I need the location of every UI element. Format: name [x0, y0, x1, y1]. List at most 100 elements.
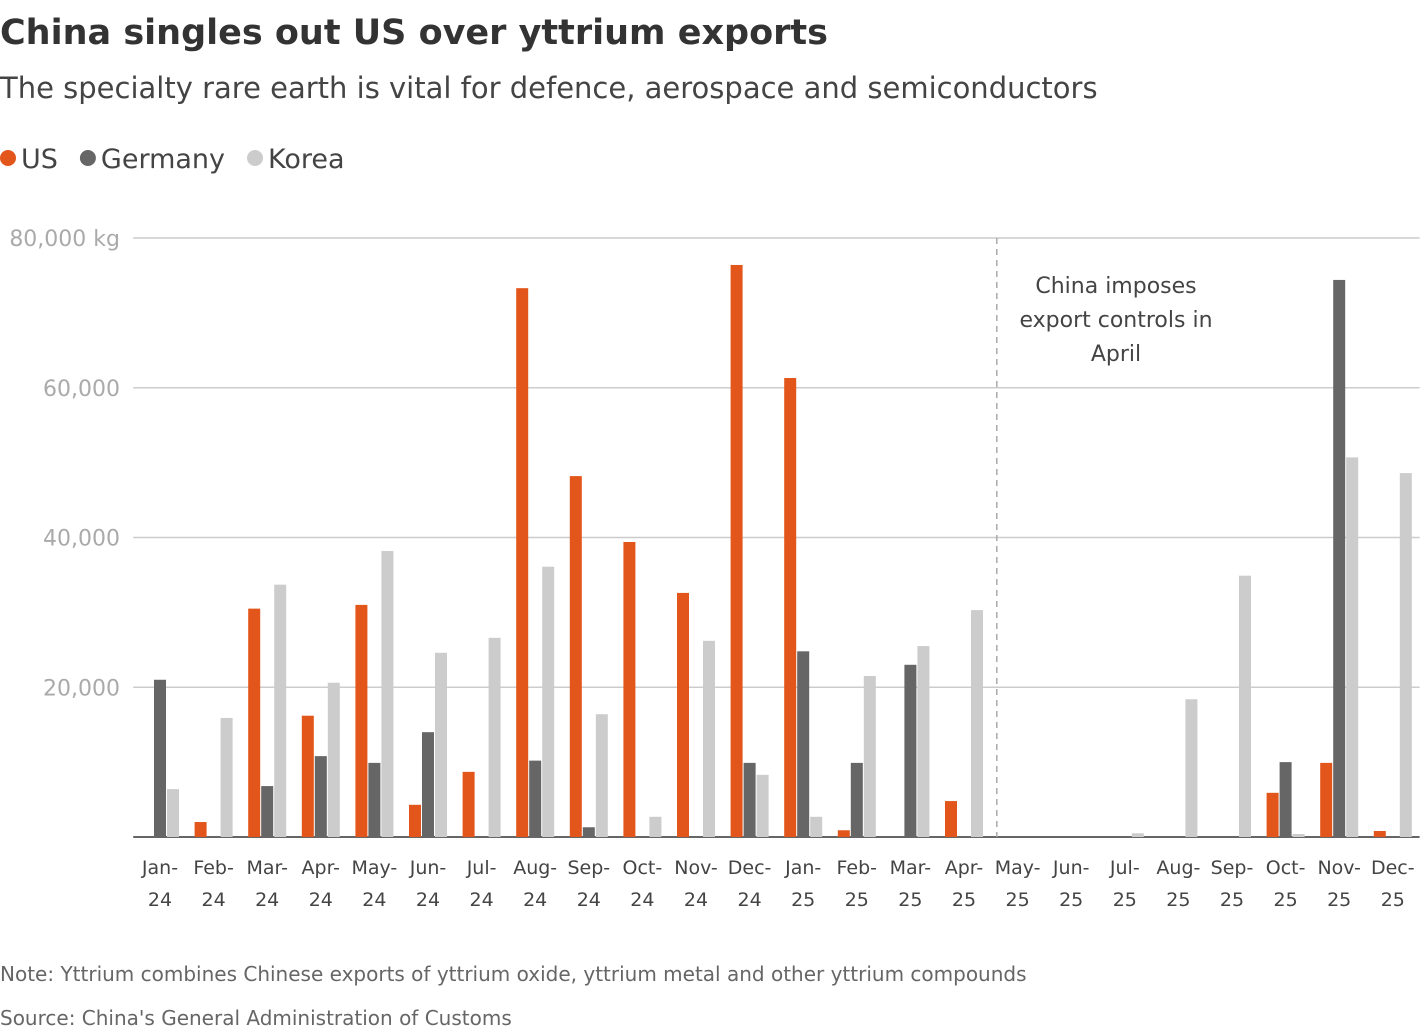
annotation-text: China imposes — [1035, 274, 1196, 299]
x-tick-line: Jan- — [784, 857, 821, 879]
bar — [904, 664, 917, 837]
bar — [422, 732, 434, 837]
chart-subtitle: The specialty rare earth is vital for de… — [0, 71, 1098, 105]
bar — [1346, 457, 1359, 837]
bar — [623, 541, 636, 837]
x-tick-label: Sep- 24 — [567, 857, 610, 911]
bar — [569, 476, 582, 837]
chart-title: China singles out US over yttrium export… — [0, 13, 828, 53]
x-tick-line: 24 — [630, 889, 654, 911]
bar — [743, 762, 756, 837]
x-tick-label: Dec- 24 — [728, 857, 772, 911]
x-tick-label: Apr- 25 — [945, 857, 984, 911]
y-tick-label: 40,000 — [43, 527, 120, 552]
x-tick-line: Jun- — [1052, 857, 1090, 879]
legend-swatch — [0, 150, 16, 166]
x-tick-line: 25 — [898, 889, 922, 911]
bar — [381, 550, 394, 837]
x-tick-label: Jan- 24 — [141, 857, 178, 911]
x-tick-line: Aug- — [1156, 857, 1200, 879]
bar — [1279, 762, 1292, 837]
x-tick-line: 24 — [684, 889, 708, 911]
bar — [730, 264, 743, 838]
x-tick-line: Aug- — [513, 857, 557, 879]
x-tick-line: Nov- — [674, 857, 717, 879]
x-tick-label: Oct- 25 — [1266, 857, 1306, 911]
bar — [837, 830, 850, 837]
x-tick-line: Sep- — [567, 857, 610, 879]
x-tick-line: 25 — [952, 889, 976, 911]
x-tick-label: May- 24 — [351, 857, 397, 911]
x-tick-label: Jun- 25 — [1052, 857, 1090, 911]
x-tick-label: Mar- 24 — [246, 857, 288, 911]
x-tick-line: 24 — [255, 889, 279, 911]
legend-label: Germany — [101, 144, 225, 175]
x-tick-label: May- 25 — [995, 857, 1041, 911]
x-tick-line: Mar- — [246, 857, 288, 879]
note: Note: Yttrium combines Chinese exports o… — [0, 962, 1027, 986]
y-tick-label: 60,000 — [43, 377, 120, 402]
annotation-text: export controls in — [1019, 308, 1212, 333]
bar — [488, 637, 501, 837]
bar — [850, 762, 863, 837]
bar — [274, 584, 287, 837]
bar — [154, 679, 166, 837]
x-tick-line: Jul- — [466, 857, 497, 879]
bar — [649, 816, 662, 837]
bar — [314, 756, 327, 837]
bar — [529, 760, 542, 837]
bar — [194, 822, 207, 837]
x-tick-line: 24 — [470, 889, 494, 911]
bar — [971, 610, 983, 837]
x-tick-line: Jul- — [1109, 857, 1140, 879]
legend-label: Korea — [268, 144, 345, 175]
bar — [462, 771, 475, 837]
bar — [1239, 575, 1251, 837]
bar — [220, 717, 233, 837]
x-tick-line: Dec- — [728, 857, 772, 879]
x-tick-line: Sep- — [1211, 857, 1254, 879]
x-tick-label: Jun- 24 — [409, 857, 447, 911]
x-tick-label: Aug- 24 — [513, 857, 557, 911]
bar — [301, 715, 314, 837]
x-tick-line: 25 — [1059, 889, 1083, 911]
bar — [1185, 699, 1198, 837]
x-tick-label: Mar- 25 — [890, 857, 932, 911]
x-tick-line: 24 — [738, 889, 762, 911]
y-tick-label: 80,000 kg — [9, 227, 120, 252]
x-tick-line: May- — [351, 857, 397, 879]
x-tick-line: 25 — [1113, 889, 1137, 911]
x-tick-line: 24 — [202, 889, 226, 911]
x-tick-line: Mar- — [890, 857, 932, 879]
x-tick-label: Oct- 24 — [623, 857, 663, 911]
x-tick-line: 24 — [577, 889, 601, 911]
x-tick-line: Apr- — [302, 857, 341, 879]
x-tick-line: 25 — [845, 889, 869, 911]
bar — [167, 789, 179, 837]
bar — [1131, 833, 1144, 837]
x-tick-line: Nov- — [1317, 857, 1360, 879]
bar — [516, 288, 529, 837]
x-tick-label: Apr- 24 — [302, 857, 341, 911]
x-tick-label: Nov- 25 — [1317, 857, 1360, 911]
x-tick-line: 25 — [1274, 889, 1298, 911]
legend-swatch — [247, 150, 264, 166]
bar — [595, 714, 608, 837]
bar — [863, 676, 876, 837]
y-tick-label: 20,000 — [43, 676, 120, 701]
x-tick-label: Jul- 25 — [1109, 857, 1140, 911]
x-tick-line: 25 — [1166, 889, 1190, 911]
x-tick-line: Dec- — [1371, 857, 1415, 879]
bar — [1333, 279, 1346, 837]
bar — [542, 566, 555, 837]
bar — [1320, 762, 1333, 837]
legend-swatch — [79, 150, 96, 166]
bar — [248, 608, 261, 837]
x-tick-line: Oct- — [1266, 857, 1306, 879]
bar — [784, 378, 797, 837]
bar — [409, 804, 421, 837]
x-tick-line: Feb- — [837, 857, 878, 879]
bar — [1266, 792, 1279, 837]
x-tick-label: Nov- 24 — [674, 857, 717, 911]
bar — [1373, 831, 1386, 837]
